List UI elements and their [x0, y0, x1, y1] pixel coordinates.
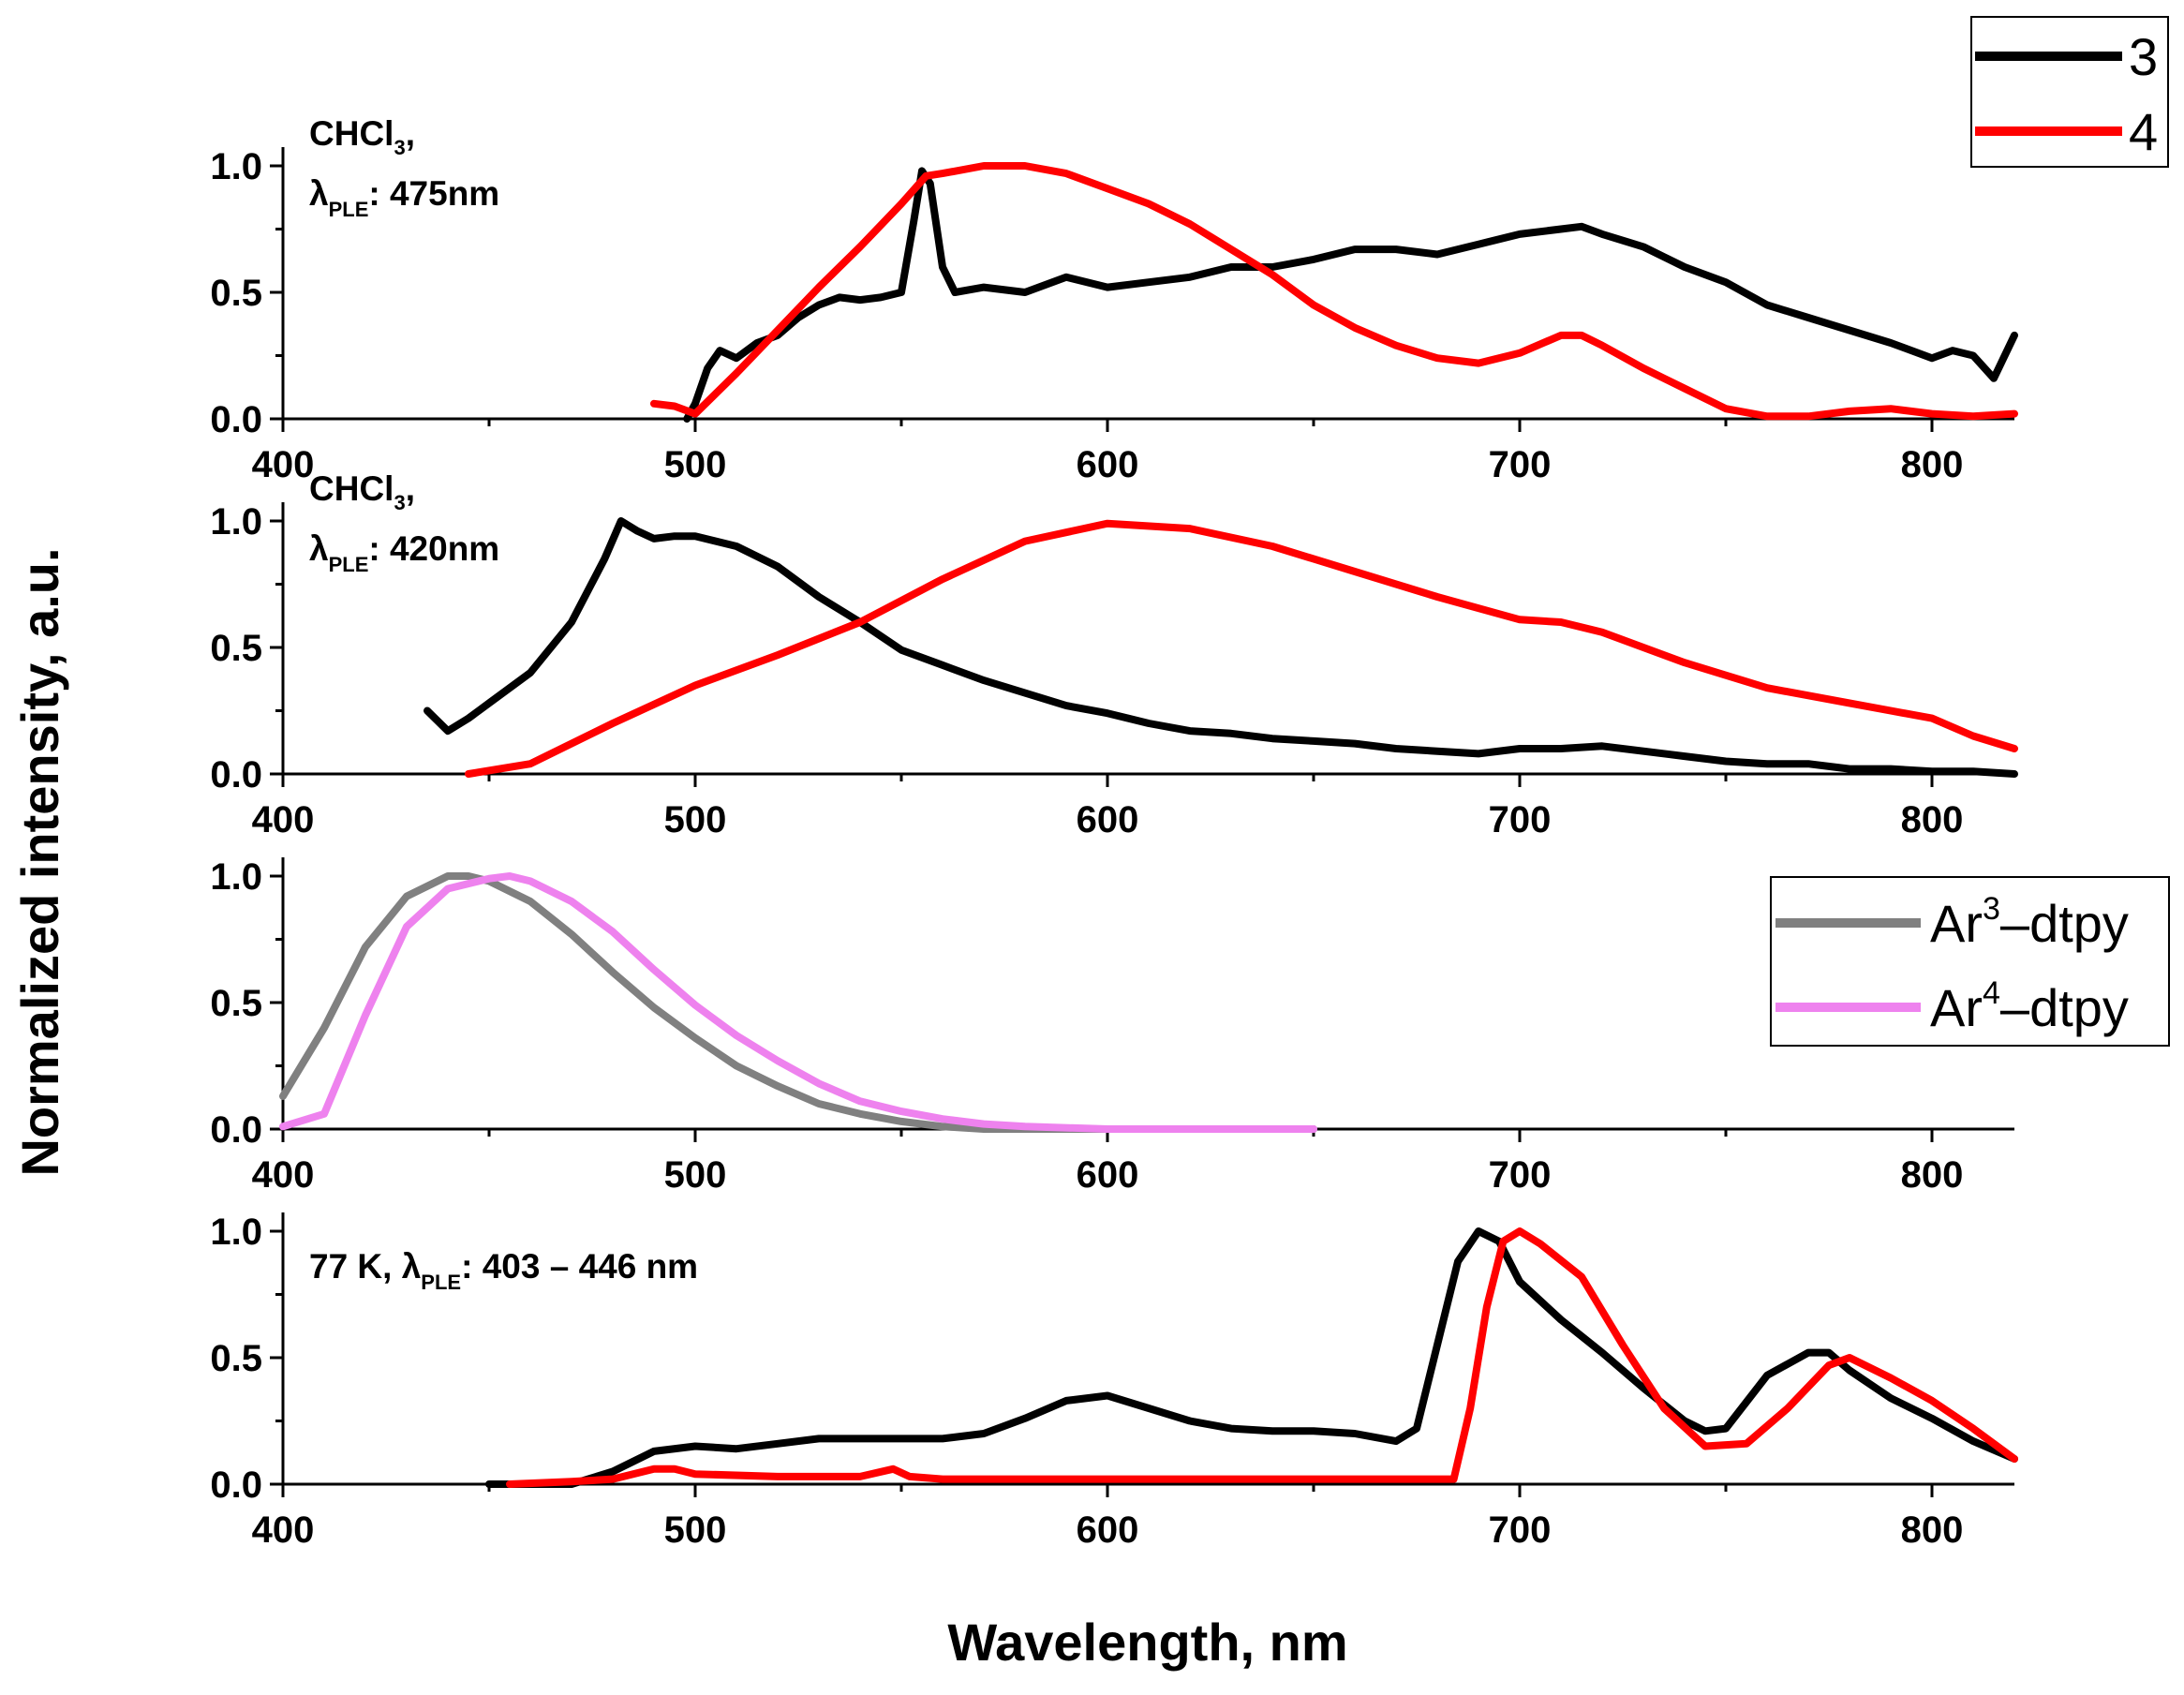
y-tick-label: 0.5 [210, 1338, 262, 1379]
y-tick-label: 1.0 [210, 856, 262, 898]
x-tick-label: 400 [252, 1154, 315, 1196]
series-line-3 [423, 517, 2018, 778]
y-tick-label: 0.0 [210, 754, 262, 795]
legend-panel3: Ar3–dtpy Ar4–dtpy [1770, 876, 2170, 1047]
panel-1: 400 500 600 700 800 0.0 0.5 1.0 CHCl3, λPLE: 475n… [210, 114, 2018, 485]
legend-label-ar3: Ar3–dtpy [1930, 891, 2129, 953]
y-tick-label: 0.5 [210, 628, 262, 669]
series-line-ar3 [279, 872, 1317, 1133]
y-tick-label: 0.0 [210, 1109, 262, 1151]
legend-label-4: 4 [2129, 102, 2158, 161]
legend-top: 3 4 [1970, 16, 2169, 168]
x-tick-label: 700 [1489, 1154, 1552, 1196]
y-tick-label: 0.0 [210, 1465, 262, 1506]
x-tick-label: 700 [1489, 799, 1552, 840]
y-tick-label: 0.0 [210, 399, 262, 440]
annotation-solvent: CHCl3, [309, 469, 415, 514]
y-tick-label: 1.0 [210, 146, 262, 187]
x-tick-label: 500 [664, 799, 727, 840]
x-tick-label: 800 [1901, 1509, 1964, 1551]
panel-3: 400 500 600 700 800 0.0 0.5 1.0 [210, 856, 2014, 1196]
series-line-4 [465, 519, 2018, 778]
annotation-excitation: λPLE: 420nm [309, 529, 499, 576]
y-tick-label: 0.5 [210, 983, 262, 1024]
x-tick-label: 700 [1489, 1509, 1552, 1551]
legend-top-frame [1970, 16, 2169, 168]
legend-panel3-frame [1770, 876, 2170, 1047]
x-tick-label: 800 [1901, 799, 1964, 840]
x-tick-label: 600 [1077, 444, 1139, 485]
y-tick-label: 1.0 [210, 1212, 262, 1253]
panels: 400 500 600 700 800 0.0 0.5 1.0 CHCl3, λPLE: 475n… [210, 114, 2018, 1551]
y-tick-label: 0.5 [210, 273, 262, 314]
x-tick-label: 800 [1901, 444, 1964, 485]
x-tick-label: 400 [252, 1509, 315, 1551]
x-tick-label: 600 [1077, 1509, 1139, 1551]
x-tick-label: 500 [664, 444, 727, 485]
x-tick-label: 500 [664, 1509, 727, 1551]
x-tick-label: 600 [1077, 1154, 1139, 1196]
y-axis-title: Normalized intensity, a.u. [10, 547, 69, 1176]
series-line-3 [683, 167, 2018, 423]
panel-4: 400 500 600 700 800 0.0 0.5 1.0 77 K, λPLE: 403 … [210, 1212, 2018, 1551]
series-line-4 [506, 1227, 2018, 1488]
x-tick-label: 600 [1077, 799, 1139, 840]
y-tick-label: 1.0 [210, 501, 262, 543]
x-tick-label: 400 [252, 444, 315, 485]
series-line-ar4 [279, 872, 1317, 1133]
legend-label-ar4: Ar4–dtpy [1930, 975, 2129, 1037]
x-tick-label: 800 [1901, 1154, 1964, 1196]
panel-2: 400 500 600 700 800 0.0 0.5 1.0 CHCl3, λPLE: 420n… [210, 469, 2018, 840]
x-tick-label: 500 [664, 1154, 727, 1196]
x-tick-label: 700 [1489, 444, 1552, 485]
annotation-solvent: CHCl3, [309, 114, 415, 159]
x-axis-title: Wavelength, nm [947, 1613, 1347, 1672]
legend-label-3: 3 [2129, 27, 2158, 86]
series-line-3 [485, 1227, 2018, 1488]
annotation-excitation: λPLE: 475nm [309, 174, 499, 221]
x-tick-label: 400 [252, 799, 315, 840]
series-line-4 [650, 162, 2018, 421]
annotation-conditions: 77 K, λPLE: 403 – 446 nm [309, 1247, 698, 1294]
